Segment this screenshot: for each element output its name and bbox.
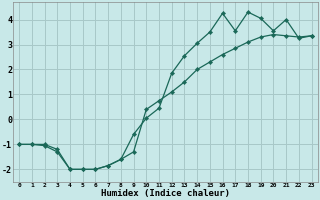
X-axis label: Humidex (Indice chaleur): Humidex (Indice chaleur) [101, 189, 230, 198]
